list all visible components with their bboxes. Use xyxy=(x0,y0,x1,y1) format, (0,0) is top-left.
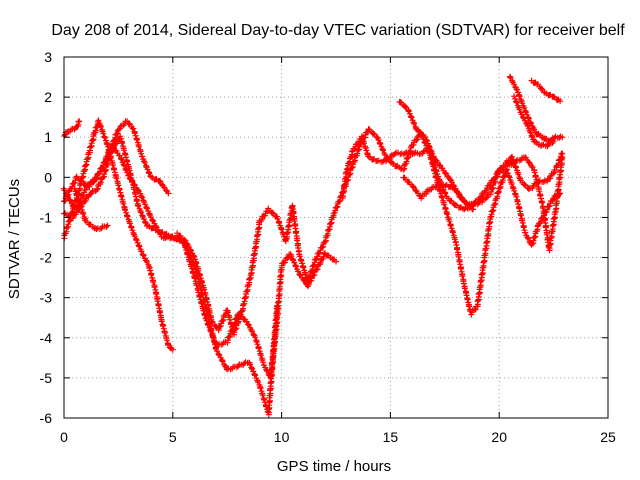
y-tick-label: 3 xyxy=(44,49,52,65)
series-markers xyxy=(511,93,557,150)
y-tick-label: 2 xyxy=(44,89,52,105)
x-axis-label: GPS time / hours xyxy=(277,458,391,475)
chart-title: Day 208 of 2014, Sidereal Day-to-day VTE… xyxy=(51,22,625,39)
x-tick-label: 10 xyxy=(274,429,290,445)
x-tick-label: 15 xyxy=(383,429,399,445)
series-markers xyxy=(174,126,566,338)
data-series xyxy=(528,77,564,105)
data-series xyxy=(71,185,111,233)
data-series xyxy=(400,174,477,213)
x-tick-label: 0 xyxy=(60,429,68,445)
y-tick-label: -6 xyxy=(40,410,53,426)
y-tick-label: -5 xyxy=(40,370,53,386)
data-series-layer xyxy=(60,73,566,418)
tick-marks xyxy=(63,56,609,419)
y-tick-labels: -6 -5 -4 -3 -2 -1 0 1 2 3 xyxy=(40,49,53,426)
y-tick-label: 0 xyxy=(44,169,52,185)
y-tick-label: -1 xyxy=(40,209,53,225)
y-tick-label: -3 xyxy=(40,290,53,306)
x-tick-labels: 0 5 10 15 20 25 xyxy=(60,429,616,445)
data-series xyxy=(511,93,557,150)
series-markers xyxy=(506,73,566,145)
y-tick-label: 1 xyxy=(44,129,52,145)
y-tick-label: -4 xyxy=(40,330,53,346)
data-series xyxy=(506,73,566,145)
x-tick-label: 25 xyxy=(600,429,616,445)
series-markers xyxy=(528,77,564,105)
x-tick-label: 20 xyxy=(491,429,507,445)
data-series xyxy=(174,126,566,338)
series-markers xyxy=(400,174,477,213)
plot-frame xyxy=(63,56,609,419)
x-tick-label: 5 xyxy=(169,429,177,445)
y-axis-label: SDTVAR / TECUs xyxy=(6,179,23,299)
y-tick-label: -2 xyxy=(40,250,53,266)
series-markers xyxy=(71,185,111,233)
